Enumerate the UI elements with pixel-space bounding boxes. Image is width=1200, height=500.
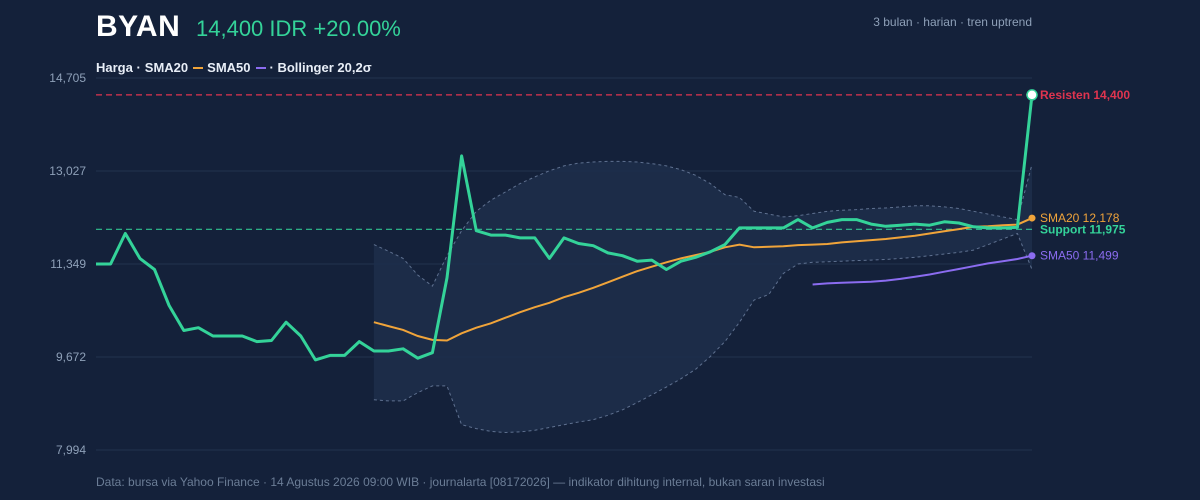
legend-bollinger: · Bollinger 20,2σ	[269, 60, 372, 75]
footer-source: Data: bursa via Yahoo Finance · 14 Agust…	[96, 475, 825, 489]
resistance-label: Resisten 14,400	[1040, 88, 1130, 102]
chart-meta: 3 bulan · harian · tren uptrend	[873, 15, 1032, 29]
legend-sma20-swatch	[193, 66, 204, 69]
y-tick-label: 11,349	[50, 257, 86, 271]
y-tick-label: 14,705	[49, 71, 86, 85]
legend-sma50: SMA50	[207, 60, 251, 75]
sma50-endpoint	[1028, 252, 1036, 260]
price-change: 14,400 IDR +20.00%	[196, 16, 401, 41]
legend-sma20: SMA20	[144, 60, 189, 75]
support-label: Support 11,975	[1040, 222, 1126, 236]
sma50-line	[812, 254, 1033, 286]
bollinger-fill	[373, 161, 1032, 433]
series-lines	[96, 89, 1038, 362]
level-lines	[96, 94, 1032, 230]
bollinger-band	[373, 160, 1033, 434]
legend-sma50-swatch	[255, 66, 266, 69]
y-tick-label: 9,672	[56, 350, 86, 364]
bollinger-upper-line	[373, 160, 1033, 287]
legend-price: Harga ·	[96, 60, 141, 75]
ticker-symbol: BYAN	[96, 10, 181, 43]
chart-legend: Harga · SMA20 SMA50 · Bollinger 20,2σ	[96, 60, 372, 75]
bollinger-lower-line	[373, 232, 1033, 434]
sma50-label: SMA50 11,499	[1040, 249, 1119, 263]
sma20-endpoint	[1028, 214, 1036, 222]
sma20-label: SMA20 12,178	[1040, 211, 1120, 225]
y-tick-label: 13,027	[49, 164, 86, 178]
price-line	[96, 94, 1034, 362]
price-endpoint	[1026, 89, 1038, 101]
y-tick-label: 7,994	[56, 443, 86, 457]
